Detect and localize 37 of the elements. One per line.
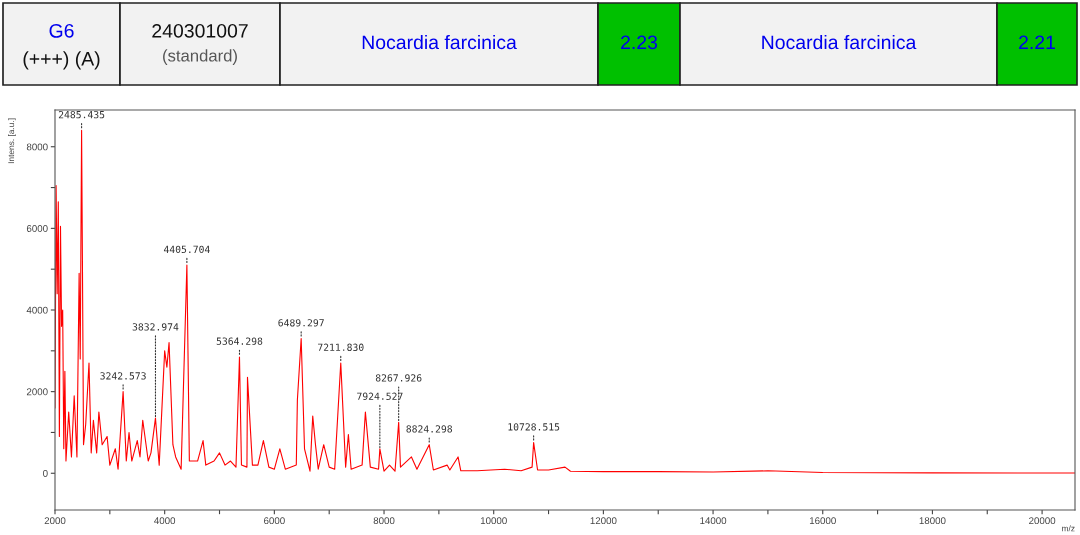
line-series: [55, 129, 1075, 474]
text: 240301007: [152, 23, 248, 38]
y-tick-label: 4000: [26, 306, 48, 314]
text: 2.21: [1019, 35, 1055, 50]
annotation: 8267.926: [375, 374, 422, 382]
annotation: 8824.298: [406, 425, 453, 433]
annotation: 3832.974: [132, 323, 179, 331]
x-tick-label: 16000: [809, 517, 836, 525]
x-tick-label: 4000: [154, 517, 176, 525]
x-tick-label: 14000: [700, 517, 727, 525]
x-tick-label: 12000: [590, 517, 617, 525]
y-axis-title: Intens. [a.u.]: [8, 118, 16, 164]
x-tick-label: 6000: [264, 517, 285, 525]
text: (standard): [163, 49, 237, 65]
y-tick-label: 8000: [26, 143, 48, 151]
x-tick-label: 8000: [373, 517, 395, 525]
text: 2.23: [621, 35, 658, 50]
text: (+++) (A): [23, 51, 100, 70]
annotation: 5364.298: [216, 337, 263, 345]
annotation: 2485.435: [58, 110, 105, 119]
annotation: 7211.830: [318, 343, 364, 351]
annotation: 6489.297: [278, 319, 324, 327]
annotation: 4405.704: [163, 245, 210, 254]
x-tick-label: 10000: [480, 517, 507, 525]
annotation: 3242.573: [100, 372, 146, 380]
text: Nocardia farcinica: [762, 34, 917, 50]
x-axis-title: m/z: [1062, 525, 1075, 532]
y-tick-label: 0: [43, 470, 48, 477]
annotation: 10728.515: [508, 423, 560, 431]
x-tick-label: 20000: [1029, 517, 1056, 525]
text: Nocardia farcinica: [362, 34, 517, 50]
text: G6: [49, 23, 74, 38]
y-tick-label: 6000: [26, 225, 48, 232]
annotation: 7924.527: [357, 392, 403, 400]
x-tick-label: 2000: [44, 517, 66, 525]
x-tick-label: 18000: [919, 517, 946, 525]
y-tick-label: 2000: [26, 388, 48, 396]
